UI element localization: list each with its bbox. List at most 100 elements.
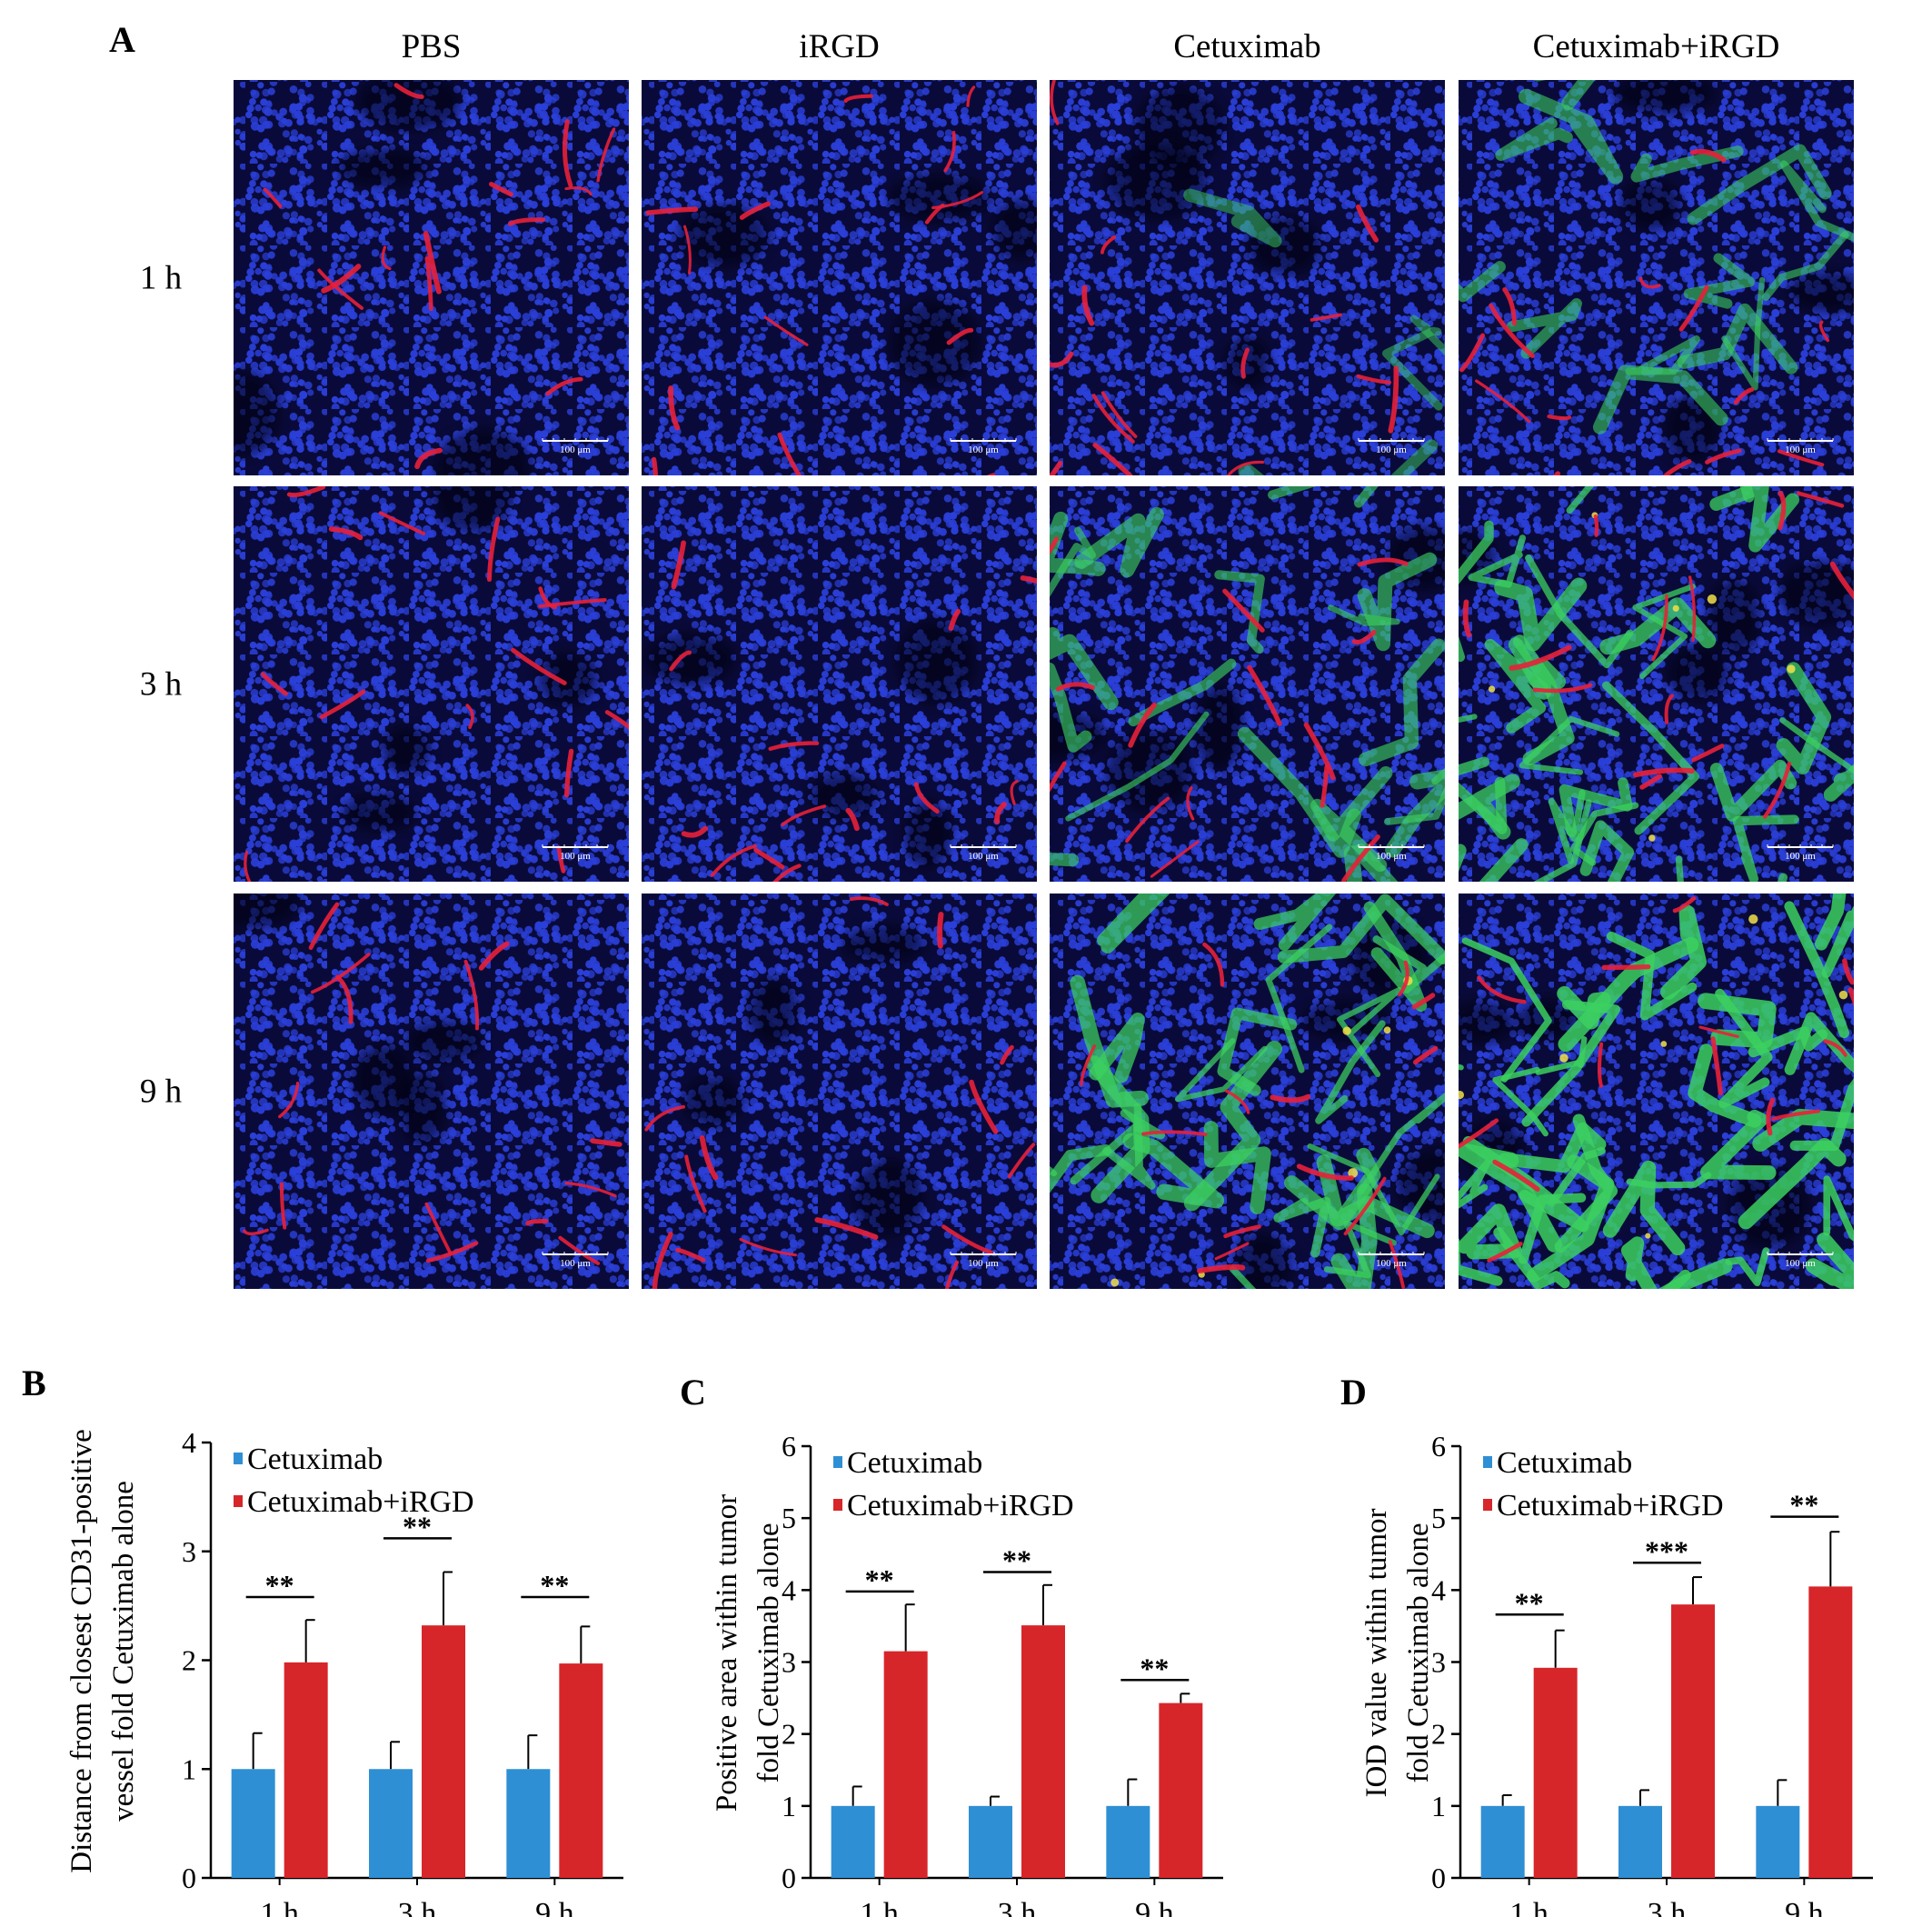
dark-region [356, 80, 462, 132]
micrograph-tile: 100 μm [234, 486, 629, 882]
vessel [1296, 1163, 1354, 1181]
vessel [604, 710, 629, 730]
vessel [1050, 80, 1060, 125]
vessel [1705, 448, 1742, 464]
antibody-staining [1253, 894, 1337, 952]
vessel [328, 526, 363, 541]
vessel [969, 1079, 999, 1134]
vessel [424, 1202, 453, 1255]
vessel [1762, 761, 1792, 819]
vessel [1638, 276, 1661, 289]
vessel [1492, 1159, 1540, 1192]
vessel [1150, 840, 1200, 878]
dark-region [888, 174, 991, 223]
vessel [1509, 644, 1572, 671]
vessel [596, 127, 616, 183]
vessel [1050, 536, 1059, 555]
vessel [1125, 796, 1170, 844]
row-label: 3 h [140, 666, 183, 704]
micrograph-tile: 100 μm [642, 486, 1037, 882]
panel-letter: D [1340, 1372, 1367, 1413]
x-tick-label: 3 h [1648, 1897, 1687, 1917]
significance-label: ** [1140, 1652, 1169, 1684]
vessel [1412, 1045, 1439, 1065]
vessel [652, 456, 659, 475]
antibody-staining [1459, 1238, 1503, 1286]
vessel [563, 748, 574, 798]
y-tick-label: 0 [782, 1862, 796, 1894]
vessel [675, 1247, 706, 1263]
vessel [1092, 442, 1133, 475]
antibody-staining [1519, 1193, 1587, 1264]
significance-label: ** [865, 1563, 894, 1596]
vessel [669, 650, 692, 672]
vessel [1100, 391, 1138, 438]
vessel [507, 217, 546, 226]
antibody-staining [1315, 1020, 1386, 1124]
legend-entry: Cetuximab [1497, 1446, 1632, 1480]
vessel [1343, 1176, 1387, 1236]
antibody-staining [1602, 1160, 1686, 1256]
antibody-staining [1626, 1172, 1712, 1189]
row-label: 1 h [140, 260, 183, 297]
vessel [1388, 365, 1399, 434]
antibody-staining [1559, 777, 1633, 837]
vessel [1081, 285, 1095, 326]
vessel [278, 1082, 300, 1119]
vessel [511, 647, 567, 685]
bar [1533, 1667, 1578, 1878]
significance-label: ** [1789, 1489, 1818, 1522]
vessel [465, 704, 474, 729]
vessel [1240, 347, 1250, 379]
y-tick-label: 4 [782, 1573, 796, 1606]
dark-region [747, 979, 800, 1045]
row-label: 9 h [140, 1073, 183, 1111]
dark-region [889, 300, 980, 387]
bar [231, 1769, 275, 1878]
nuclei-field [1050, 486, 1445, 882]
vessel [393, 83, 424, 99]
antibody-staining [1459, 1203, 1522, 1260]
vessel [814, 1217, 879, 1240]
vessel [463, 959, 480, 1031]
x-tick-label: 3 h [398, 1897, 437, 1917]
overlap-spot [1383, 1026, 1391, 1034]
antibody-staining [1738, 1138, 1847, 1230]
legend-entry: Cetuximab+iRGD [1497, 1489, 1724, 1523]
legend-entry: Cetuximab+iRGD [847, 1489, 1074, 1523]
panel-c: C 0 1 2 3 4 5 6 Positive area within tumor fold C… [680, 1372, 1223, 1917]
overlap-spot [1748, 914, 1758, 924]
vessel [1310, 313, 1342, 322]
overlap-spot [1707, 594, 1718, 604]
nuclei-field [642, 80, 1037, 475]
vessel [308, 902, 340, 950]
vessel [1651, 594, 1668, 662]
antibody-staining [1821, 905, 1854, 978]
bar [422, 1625, 465, 1878]
dark-region [809, 773, 878, 819]
antibody-staining [1579, 820, 1635, 882]
micrograph-tile: 100 μm [642, 894, 1037, 1289]
vessel [763, 315, 809, 346]
significance-label: ** [1515, 1586, 1544, 1619]
bar [1618, 1805, 1662, 1878]
panel-letter-a: A [109, 19, 135, 60]
antibody-staining [1494, 577, 1588, 652]
antibody-staining [1493, 1227, 1570, 1289]
vessel [671, 540, 686, 590]
legend-entry: Cetuximab+iRGD [247, 1485, 474, 1519]
antibody-staining [1273, 1196, 1331, 1258]
vessel [1186, 786, 1195, 821]
vessel [1489, 303, 1535, 358]
scale-bar-label: 100 μm [1785, 444, 1816, 455]
vessel [244, 850, 252, 882]
dark-region [902, 800, 952, 870]
dark-region [1135, 85, 1224, 168]
antibody-staining [1468, 534, 1527, 588]
x-tick-label: 9 h [535, 1897, 574, 1917]
bar [831, 1805, 875, 1878]
significance-label: ** [265, 1569, 294, 1602]
vessel [849, 896, 889, 906]
antibody-staining [1527, 1154, 1615, 1283]
